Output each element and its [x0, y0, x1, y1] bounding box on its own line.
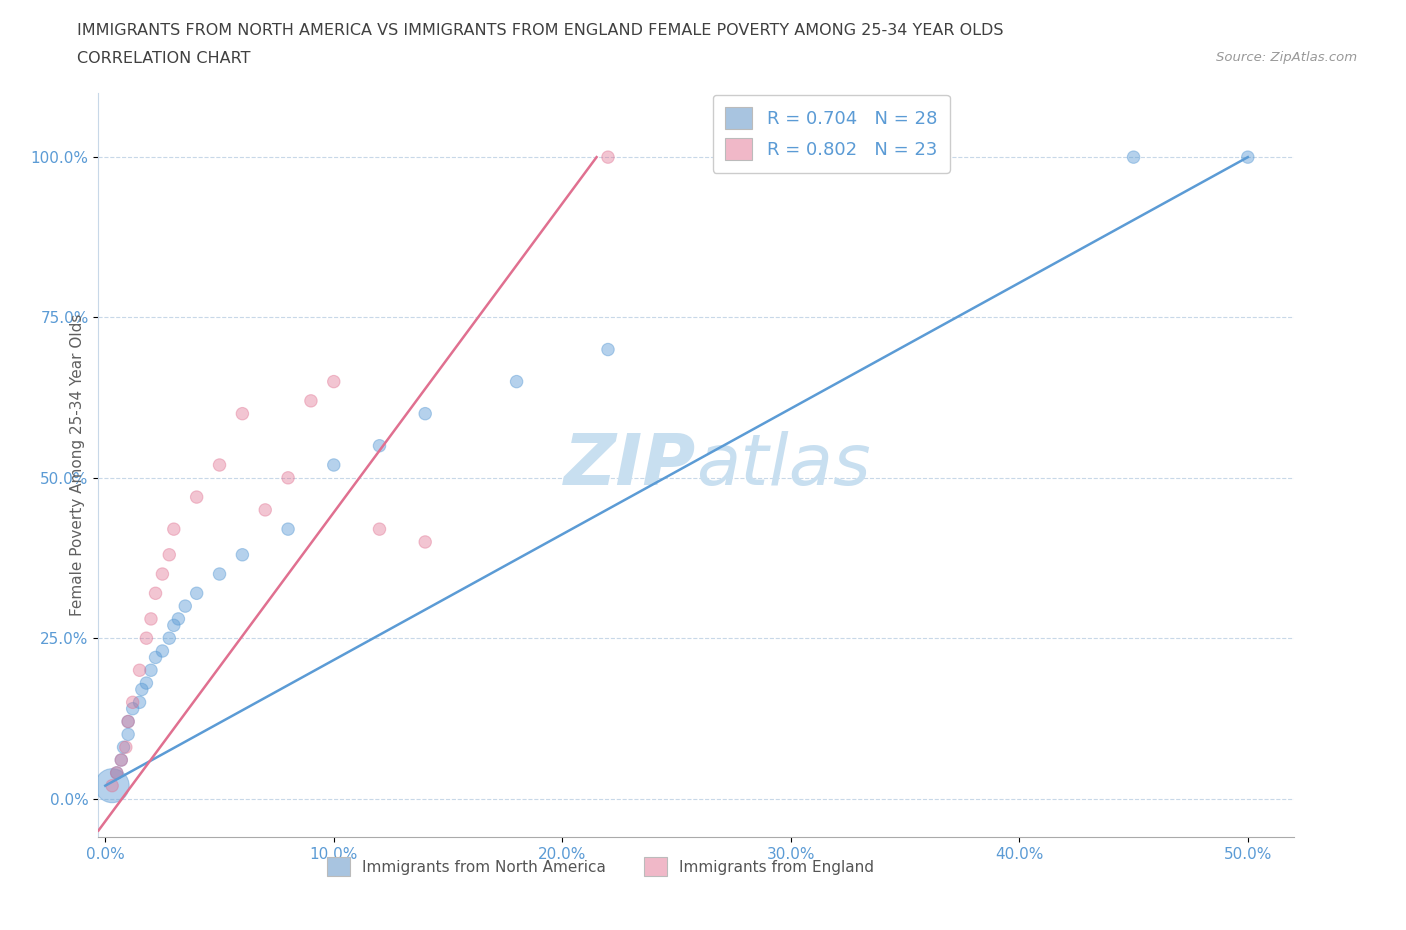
- Point: [208, 458, 231, 472]
- Legend: Immigrants from North America, Immigrants from England: Immigrants from North America, Immigrant…: [318, 848, 883, 885]
- Point: [231, 548, 253, 563]
- Point: [322, 374, 344, 389]
- Point: [101, 778, 124, 793]
- Point: [152, 644, 174, 658]
- Point: [505, 374, 527, 389]
- Point: [1122, 150, 1144, 165]
- Point: [105, 765, 128, 780]
- Point: [117, 714, 139, 729]
- Point: [121, 695, 143, 710]
- Point: [413, 406, 436, 421]
- Point: [139, 663, 162, 678]
- Point: [112, 739, 135, 754]
- Point: [152, 566, 174, 581]
- Point: [277, 522, 299, 537]
- Point: [105, 765, 128, 780]
- Point: [186, 586, 208, 601]
- Point: [174, 599, 197, 614]
- Point: [110, 752, 132, 767]
- Point: [128, 695, 150, 710]
- Point: [145, 650, 167, 665]
- Point: [186, 489, 208, 504]
- Point: [231, 406, 253, 421]
- Point: [163, 522, 186, 537]
- Point: [596, 150, 619, 165]
- Y-axis label: Female Poverty Among 25-34 Year Olds: Female Poverty Among 25-34 Year Olds: [69, 313, 84, 617]
- Point: [368, 522, 391, 537]
- Text: CORRELATION CHART: CORRELATION CHART: [77, 51, 250, 66]
- Point: [1236, 150, 1258, 165]
- Point: [131, 682, 153, 697]
- Text: Source: ZipAtlas.com: Source: ZipAtlas.com: [1216, 51, 1357, 64]
- Point: [117, 714, 139, 729]
- Point: [163, 618, 186, 632]
- Point: [596, 342, 619, 357]
- Point: [110, 752, 132, 767]
- Point: [139, 612, 162, 627]
- Point: [254, 502, 277, 517]
- Point: [208, 566, 231, 581]
- Point: [299, 393, 322, 408]
- Point: [128, 663, 150, 678]
- Point: [368, 438, 391, 453]
- Point: [115, 739, 138, 754]
- Point: [277, 471, 299, 485]
- Point: [101, 778, 124, 793]
- Point: [135, 675, 157, 690]
- Point: [413, 535, 436, 550]
- Text: IMMIGRANTS FROM NORTH AMERICA VS IMMIGRANTS FROM ENGLAND FEMALE POVERTY AMONG 25: IMMIGRANTS FROM NORTH AMERICA VS IMMIGRA…: [77, 23, 1004, 38]
- Text: atlas: atlas: [696, 431, 870, 499]
- Point: [157, 631, 180, 645]
- Point: [167, 612, 190, 627]
- Point: [121, 701, 143, 716]
- Point: [322, 458, 344, 472]
- Point: [117, 727, 139, 742]
- Point: [135, 631, 157, 645]
- Text: ZIP: ZIP: [564, 431, 696, 499]
- Point: [145, 586, 167, 601]
- Point: [157, 548, 180, 563]
